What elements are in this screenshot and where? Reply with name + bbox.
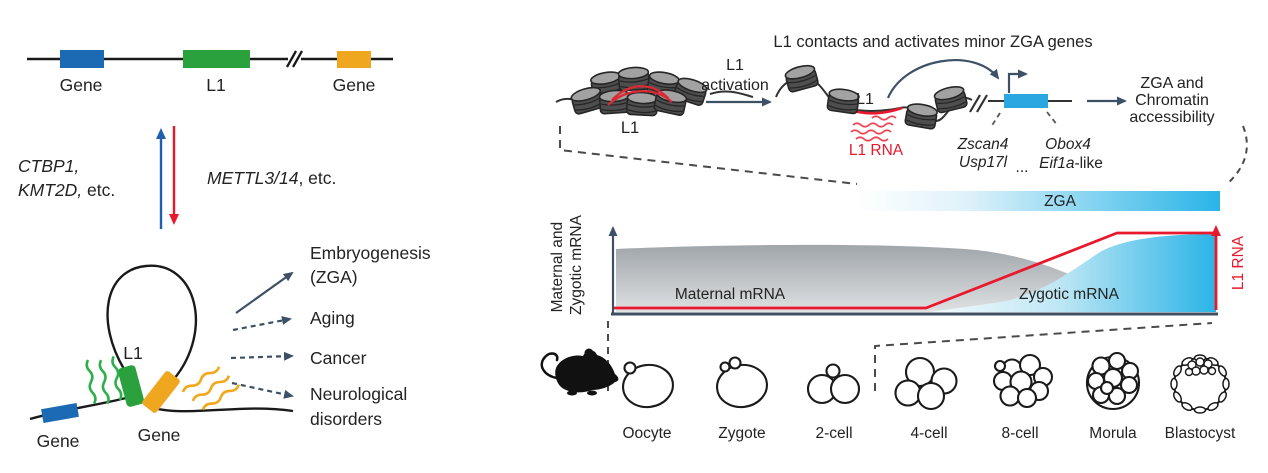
stage-label-4cell: 4-cell <box>910 425 947 442</box>
gene-name-obox4: Obox4 <box>1045 136 1091 153</box>
stage-label-2cell: 2-cell <box>815 425 852 442</box>
nascent-rna-green-icon <box>84 354 124 406</box>
zygotic-mrna-label: Zygotic mRNA <box>1019 286 1120 303</box>
stage-labels: Oocyte Zygote 2-cell 4-cell 8-cell Morul… <box>622 425 1236 442</box>
up-regulators-label-line1: CTBP1, <box>18 156 79 176</box>
zga-gradient-bar <box>857 191 1220 211</box>
right-panel-title: L1 contacts and activates minor ZGA gene… <box>773 33 1092 51</box>
loop-gene-label: Gene <box>138 425 181 445</box>
dashed-stage-connector-right <box>874 322 1213 391</box>
loop-curve <box>106 264 198 380</box>
stage-label-zygote: Zygote <box>718 425 765 442</box>
gene-track: Gene L1 Gene <box>27 50 393 95</box>
gene-name-zscan4: Zscan4 <box>957 136 1009 153</box>
gene-callout-dashes <box>990 111 1059 128</box>
chromatin-loop: L1 Gene Gene <box>29 264 294 451</box>
condensed-l1-label: L1 <box>621 119 639 137</box>
gene-right-label: Gene <box>333 75 376 95</box>
l1-rna-label: L1 RNA <box>849 142 904 159</box>
zga-outcome-line1: ZGA and <box>1140 75 1203 92</box>
loop-gene-left-label: Gene <box>37 431 80 451</box>
stage-label-oocyte: Oocyte <box>622 425 671 442</box>
open-l1-label: L1 <box>856 91 874 108</box>
mrna-chart: Maternal and Zygotic mRNA Maternal mRNA … <box>549 214 1247 316</box>
outcome-cancer: Cancer <box>310 348 367 368</box>
outcome-aging: Aging <box>310 308 355 328</box>
embryo-stage-icons <box>622 351 1230 414</box>
nucleosome-icon <box>625 90 659 117</box>
l1-rna-line <box>614 231 1216 310</box>
activation-label-line1: L1 <box>726 57 744 74</box>
loop-l1-label: L1 <box>123 343 142 363</box>
stage-label-morula: Morula <box>1089 425 1137 442</box>
zga-gene-box <box>1004 94 1048 108</box>
l1-box-green <box>183 50 250 68</box>
gene-names-ellipsis: ... <box>1016 159 1029 176</box>
stage-4cell-icon <box>894 356 958 411</box>
outcome-arrow-dashed-cancer <box>230 351 294 361</box>
dna-break-icon <box>969 94 988 113</box>
gene-name-usp17l: Usp17l <box>959 154 1008 171</box>
l1-rna-squiggles-icon <box>850 115 897 142</box>
maternal-mrna-label: Maternal mRNA <box>675 286 786 303</box>
open-chromatin: L1 L1 RNA Zscan4 Usp17l ... Obox4 Eif1a-… <box>775 59 1103 176</box>
stage-morula-icon <box>1085 351 1141 411</box>
stage-8cell-icon <box>992 353 1054 409</box>
stage-oocyte-icon <box>622 361 674 409</box>
gene-left-label: Gene <box>60 75 103 95</box>
nucleosome-icon <box>826 86 861 115</box>
gene-box-yellow <box>337 51 371 68</box>
l1-contact-curved-arrow <box>886 59 1000 99</box>
outcome-arrow-solid <box>235 271 294 314</box>
loop-l1-segment <box>118 365 144 407</box>
l1-rna-axis-label: L1 RNA <box>1230 235 1247 290</box>
chart-y-axis-label: Maternal and Zygotic mRNA <box>549 214 585 315</box>
dna-line <box>149 405 294 413</box>
dna-break-icon <box>285 50 304 68</box>
gene-box-blue <box>41 402 79 424</box>
nucleosome-icon <box>783 62 820 94</box>
zga-bar-label: ZGA <box>1044 193 1077 210</box>
dna-line <box>29 396 127 421</box>
outcome-embryogenesis-line1: Embryogenesis <box>310 243 431 263</box>
stage-zygote-icon <box>716 356 768 409</box>
activation-label-line2: activation <box>701 77 769 94</box>
zga-outcome-line2: Chromatin <box>1135 92 1209 109</box>
l1-dna-red-arc <box>607 85 673 106</box>
dashed-connector-left <box>559 126 858 185</box>
right-panel: L1 contacts and activates minor ZGA gene… <box>540 33 1248 442</box>
stage-2cell-icon <box>806 363 861 405</box>
gene-box-blue <box>60 50 104 68</box>
mouse-icon <box>540 348 619 396</box>
nucleosome-icon <box>903 101 939 131</box>
nascent-rna-yellow-icon <box>180 363 242 413</box>
dna-line <box>709 90 754 98</box>
stage-label-blastocyst: Blastocyst <box>1165 425 1236 442</box>
gene-name-eif1a-like: Eif1a-like <box>1039 155 1103 172</box>
zygotic-mrna-area <box>930 234 1216 312</box>
dashed-connector-right <box>1226 125 1248 185</box>
nucleosome-icon <box>932 83 969 115</box>
stage-blastocyst-icon <box>1170 354 1230 414</box>
down-regulators-label: METTL3/14, etc. <box>207 168 336 188</box>
outcome-embryogenesis-line2: (ZGA) <box>310 267 358 287</box>
condensed-chromatin: L1 <box>555 65 754 137</box>
stage-label-8cell: 8-cell <box>1001 425 1038 442</box>
tss-arrow-icon <box>1007 69 1028 93</box>
loop-gene-segment <box>142 371 180 413</box>
outcome-neurological-line1: Neurological <box>310 384 407 404</box>
left-panel: Gene L1 Gene CTBP1, KMT2D, etc. METTL3/1… <box>18 50 431 451</box>
outcome-arrow-dashed-neuro <box>231 381 294 399</box>
zga-outcome-line3: accessibility <box>1129 109 1214 126</box>
outcomes: Embryogenesis (ZGA) Aging Cancer Neurolo… <box>230 243 431 429</box>
up-regulators-label-line2: KMT2D, etc. <box>18 180 115 200</box>
l1-label: L1 <box>206 75 225 95</box>
outcome-arrow-dashed-aging <box>232 316 292 332</box>
outcome-neurological-line2: disorders <box>310 409 382 429</box>
